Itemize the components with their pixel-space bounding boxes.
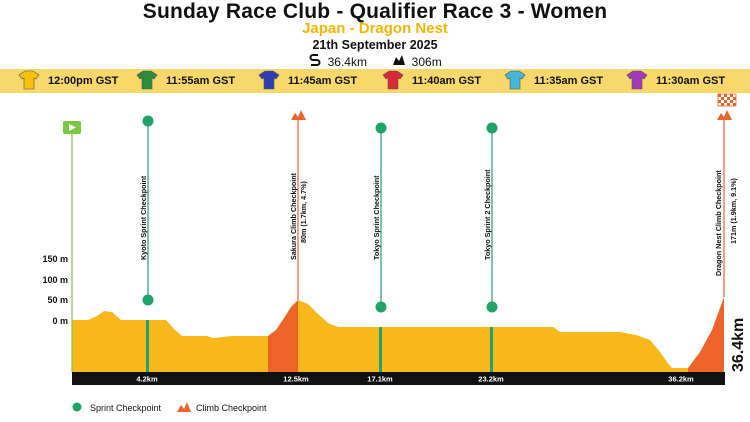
climb-icon <box>177 402 191 414</box>
checkpoint-label: Dragon Nest Climb Checkpoint <box>714 170 723 276</box>
y-axis-label: 50 m <box>47 295 68 305</box>
page-title: Sunday Race Club - Qualifier Race 3 - Wo… <box>142 0 608 23</box>
distance-tick: 23.2km <box>478 375 504 384</box>
jersey-icon <box>258 70 280 93</box>
jersey-icon <box>504 70 526 93</box>
route-subtitle: Japan - Dragon Nest <box>302 20 448 37</box>
group-time: 11:55am GST <box>166 75 236 87</box>
group-time: 11:35am GST <box>534 75 604 87</box>
group-item: 11:55am GST <box>136 69 235 93</box>
jersey-icon <box>626 70 648 93</box>
sprint-icon <box>142 294 154 306</box>
sprint-icon <box>142 115 154 127</box>
y-axis-label: 0 m <box>52 316 68 326</box>
climb-area <box>688 297 724 372</box>
y-axis-label: 100 m <box>42 275 68 285</box>
group-time: 12:00pm GST <box>48 75 119 87</box>
finish-flag-icon <box>717 93 737 107</box>
group-item: 11:45am GST <box>258 69 357 93</box>
legend-sprint: Sprint Checkpoint <box>72 402 161 414</box>
y-axis-label: 150 m <box>42 254 68 264</box>
distance-tick: 17.1km <box>367 375 393 384</box>
legend-climb: Climb Checkpoint <box>177 402 267 414</box>
legend-sprint-label: Sprint Checkpoint <box>90 403 162 413</box>
jersey-icon <box>382 70 404 93</box>
distance-tick: 4.2km <box>136 375 158 384</box>
group-item: 11:30am GST <box>626 69 725 93</box>
sprint-icon <box>72 402 82 414</box>
terrain-area <box>72 311 268 372</box>
sprint-icon <box>375 301 387 313</box>
elevation-value: 306m <box>411 54 442 69</box>
climb-icon <box>291 110 306 120</box>
start-flag-icon <box>63 121 81 134</box>
group-item: 12:00pm GST <box>18 69 118 93</box>
climb-icon <box>717 110 732 120</box>
distance-tick: 36.2km <box>668 375 694 384</box>
distance-value: 36.4km <box>327 54 367 69</box>
checkpoint-detail: 80m (1.7km, 4.7%) <box>299 180 308 243</box>
elevation-icon <box>392 54 406 69</box>
distance-icon <box>308 53 322 70</box>
sprint-icon <box>486 122 498 134</box>
group-item: 11:40am GST <box>382 69 481 93</box>
race-date: 21th September 2025 <box>312 38 438 52</box>
jersey-icon <box>18 70 40 93</box>
group-time: 11:45am GST <box>288 75 358 87</box>
jersey-icon <box>136 70 158 93</box>
sprint-icon <box>375 122 387 134</box>
distance-tick: 12.5km <box>283 375 309 384</box>
checkpoint-marker <box>146 320 149 372</box>
sprint-icon <box>486 301 498 313</box>
checkpoint-marker <box>379 327 382 372</box>
climb-area <box>268 300 298 372</box>
checkpoint-label: Sakura Climb Checkpoint <box>289 172 298 260</box>
group-start-times-bar: 12:00pm GST 11:55am GST 11:45am GST 11:4… <box>0 69 750 93</box>
distance-axis <box>72 372 725 385</box>
total-distance: 36.4km <box>730 318 747 372</box>
group-time: 11:30am GST <box>656 75 726 87</box>
route-stats: 36.4km 306m <box>0 53 750 70</box>
checkpoint-label: Kyoto Sprint Checkpoint <box>139 175 148 260</box>
checkpoint-detail: 171m (1.9km, 9.1%) <box>729 177 738 244</box>
group-time: 11:40am GST <box>412 75 482 87</box>
checkpoint-label: Tokyo Sprint 2 Checkpoint <box>483 169 492 260</box>
checkpoint-marker <box>490 327 493 372</box>
legend-climb-label: Climb Checkpoint <box>196 403 267 413</box>
group-item: 11:35am GST <box>504 69 603 93</box>
checkpoint-label: Tokyo Sprint Checkpoint <box>372 175 381 260</box>
